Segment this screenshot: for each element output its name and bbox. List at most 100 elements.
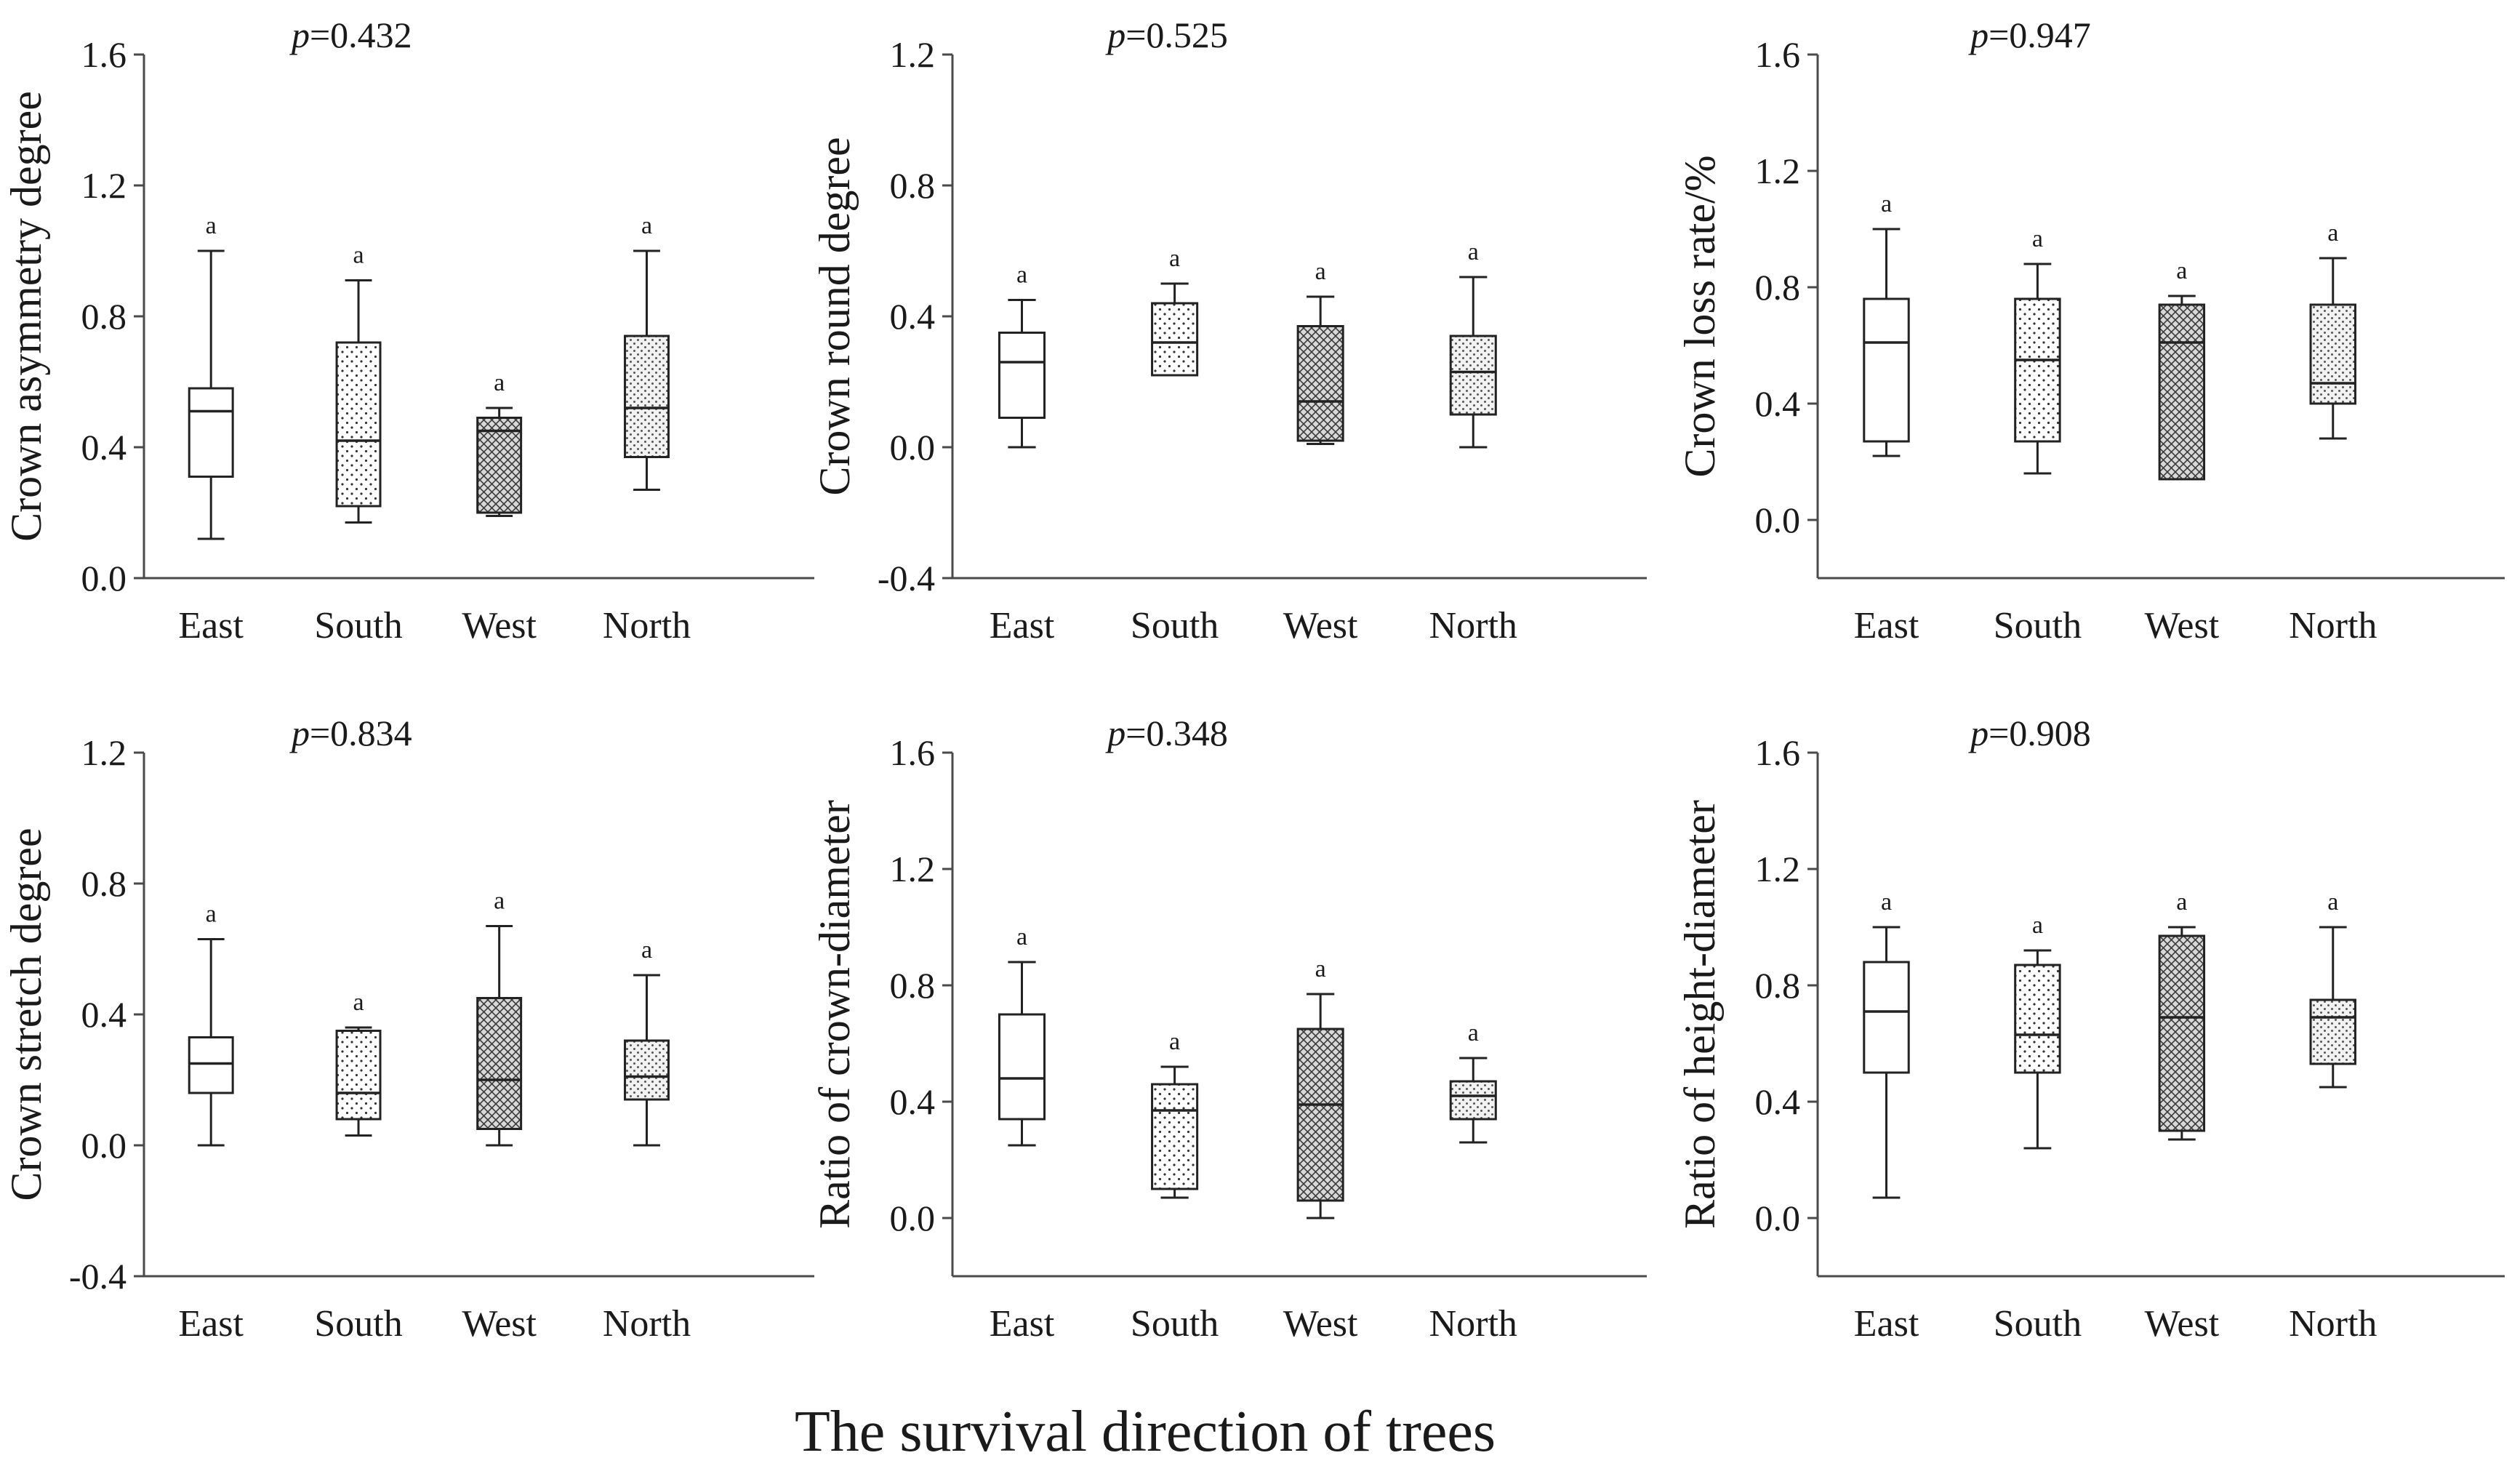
- category-label-east: East: [178, 605, 244, 646]
- y-tick-label: 0.0: [81, 558, 127, 598]
- p-symbol: p: [1105, 713, 1125, 753]
- p-value: =0.432: [310, 15, 412, 55]
- box-west: a: [2158, 257, 2206, 481]
- iqr-box: [476, 997, 523, 1130]
- category-label-north: North: [603, 605, 691, 646]
- significance-letter: a: [641, 937, 652, 964]
- iqr-box: [335, 1030, 382, 1121]
- box-west: a: [476, 369, 523, 517]
- iqr-box: [335, 341, 382, 508]
- category-label-south: South: [1994, 605, 2082, 646]
- iqr-box: [624, 1039, 670, 1101]
- y-axis-title: Ratio of height-diameter: [1676, 800, 1724, 1229]
- y-tick-label: 0.0: [890, 1198, 936, 1238]
- iqr-box: [1151, 302, 1199, 377]
- y-tick-label: 1.6: [81, 34, 127, 75]
- y-axis-title: Crown round degree: [811, 137, 859, 495]
- box-north: a: [1449, 239, 1497, 449]
- p-value-title: p=0.834: [289, 713, 412, 753]
- box-north: a: [2309, 889, 2356, 1089]
- significance-letter: a: [2176, 257, 2187, 284]
- category-label-south: South: [314, 1303, 402, 1345]
- significance-letter: a: [2032, 912, 2043, 939]
- y-tick-label: -0.4: [69, 1256, 127, 1297]
- box-south: a: [1151, 245, 1199, 377]
- category-label-south: South: [314, 605, 402, 646]
- box-south: a: [1151, 1028, 1199, 1199]
- y-tick-label: 0.0: [890, 427, 936, 468]
- box-north: a: [1449, 1020, 1497, 1144]
- iqr-box: [1151, 1083, 1199, 1190]
- box-east: a: [188, 212, 234, 540]
- box-south: a: [335, 242, 382, 524]
- category-label-north: North: [2289, 1303, 2377, 1345]
- significance-letter: a: [353, 989, 364, 1016]
- box-east: a: [998, 924, 1046, 1147]
- box-west: a: [2158, 889, 2206, 1141]
- box-south: a: [2014, 225, 2061, 475]
- iqr-box: [1296, 325, 1344, 442]
- significance-letter: a: [2176, 889, 2187, 916]
- box-north: a: [624, 212, 670, 491]
- iqr-box: [2309, 998, 2356, 1065]
- category-label-north: North: [1429, 605, 1517, 646]
- p-symbol: p: [1968, 15, 1989, 55]
- box-east: a: [998, 262, 1046, 449]
- y-tick-label: 1.2: [890, 34, 936, 75]
- panel-crown-stretch: -0.4 0.0 0.4 0.8 1.2 Crown stretch degree p=0.…: [2, 713, 814, 1345]
- p-symbol: p: [1105, 15, 1125, 55]
- box-south: a: [335, 989, 382, 1137]
- box-south: a: [2014, 912, 2061, 1150]
- box-east: a: [188, 901, 234, 1147]
- category-label-west: West: [1283, 605, 1358, 646]
- y-tick-label: 0.0: [1755, 500, 1801, 540]
- category-label-west: West: [462, 1303, 537, 1345]
- iqr-box: [998, 1013, 1046, 1121]
- y-tick-label: 1.6: [890, 732, 936, 773]
- y-tick-label: 0.8: [890, 965, 936, 1006]
- y-tick-label: 0.4: [1755, 383, 1801, 424]
- iqr-box: [1863, 961, 1910, 1074]
- significance-letter: a: [1315, 956, 1326, 982]
- y-tick-label: 0.8: [81, 863, 127, 904]
- p-value: =0.834: [310, 713, 412, 753]
- category-label-west: West: [462, 605, 537, 646]
- y-axis-title: Crown loss rate/%: [1676, 155, 1724, 477]
- iqr-box: [2158, 934, 2206, 1132]
- y-tick-label: 1.2: [1755, 849, 1801, 889]
- p-value: =0.348: [1125, 713, 1228, 753]
- y-tick-label: 0.8: [890, 165, 936, 206]
- significance-letter: a: [1881, 889, 1892, 916]
- p-value: =0.525: [1125, 15, 1228, 55]
- category-label-north: North: [603, 1303, 691, 1345]
- p-value: =0.908: [1989, 713, 2091, 753]
- category-label-east: East: [1854, 605, 1919, 646]
- box-north: a: [2309, 220, 2356, 440]
- significance-letter: a: [353, 242, 364, 269]
- significance-letter: a: [1169, 245, 1180, 272]
- iqr-box: [1449, 335, 1497, 416]
- y-tick-label: 1.6: [1755, 34, 1801, 75]
- iqr-box: [476, 417, 523, 514]
- significance-letter: a: [494, 369, 505, 396]
- p-value-title: p=0.432: [289, 15, 412, 55]
- category-label-south: South: [1131, 605, 1219, 646]
- y-tick-label: 0.8: [81, 296, 127, 337]
- iqr-box: [2158, 303, 2206, 481]
- iqr-box: [2014, 964, 2061, 1074]
- category-label-west: West: [2145, 1303, 2220, 1345]
- p-symbol: p: [289, 713, 310, 753]
- significance-letter: a: [641, 212, 652, 239]
- category-label-north: North: [1429, 1303, 1517, 1345]
- iqr-box: [1296, 1028, 1344, 1202]
- significance-letter: a: [1881, 191, 1892, 217]
- y-tick-label: -0.4: [878, 558, 935, 598]
- box-east: a: [1863, 889, 1910, 1199]
- p-value: =0.947: [1989, 15, 2091, 55]
- p-value-title: p=0.908: [1968, 713, 2091, 753]
- y-tick-label: 0.0: [1755, 1198, 1801, 1238]
- significance-letter: a: [1169, 1028, 1180, 1055]
- significance-letter: a: [2327, 889, 2338, 916]
- y-tick-label: 1.2: [890, 849, 936, 889]
